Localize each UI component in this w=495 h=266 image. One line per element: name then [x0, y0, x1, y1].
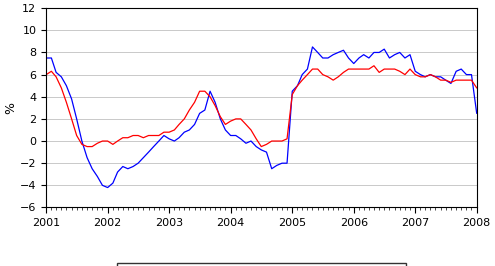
- Line: Kunnossapitokoneet: Kunnossapitokoneet: [46, 49, 495, 147]
- Legend: Maarakennuskoneet, Kunnossapitokoneet: Maarakennuskoneet, Kunnossapitokoneet: [117, 263, 405, 266]
- Y-axis label: %: %: [4, 102, 17, 114]
- Line: Maarakennuskoneet: Maarakennuskoneet: [46, 30, 495, 188]
